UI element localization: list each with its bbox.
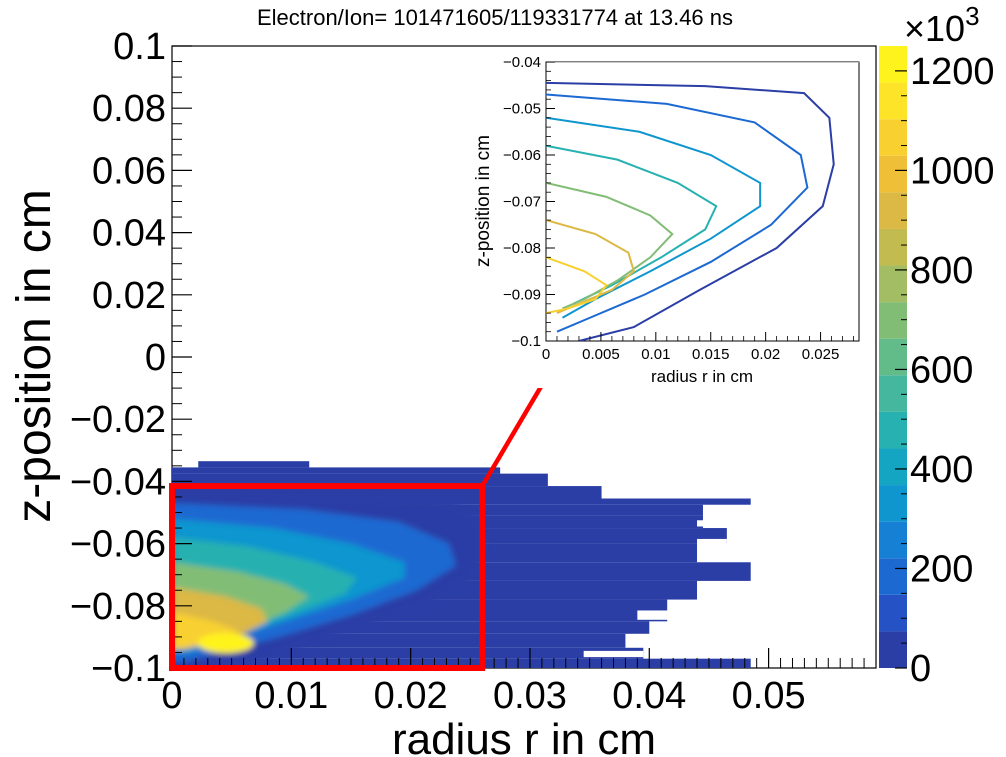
inset-x-axis-label: radius r in cm bbox=[651, 367, 753, 386]
x-tick-label: 0 bbox=[161, 675, 182, 717]
background-cell bbox=[172, 658, 751, 668]
colorbar-swatch bbox=[879, 265, 907, 303]
colorbar-swatch bbox=[879, 119, 907, 156]
inset-x-tick-label: 0 bbox=[542, 346, 550, 363]
colorbar-swatch bbox=[879, 594, 907, 632]
inset-y-tick-label: −0.09 bbox=[503, 287, 541, 304]
colorbar-swatch bbox=[879, 228, 907, 266]
y-tick-label: 0.02 bbox=[92, 275, 166, 317]
colorbar-multiplier-exp: 3 bbox=[965, 1, 979, 31]
x-axis-label: radius r in cm bbox=[392, 715, 656, 757]
chart-title: Electron/Ion= 101471605/119331774 at 13.… bbox=[257, 5, 733, 30]
colorbar-swatch bbox=[879, 631, 907, 668]
background-cell bbox=[172, 498, 751, 505]
colorbar-tick-label: 600 bbox=[910, 349, 973, 391]
y-tick-label: −0.04 bbox=[70, 461, 166, 503]
inset-contours bbox=[546, 62, 859, 341]
y-tick-label: 0 bbox=[145, 337, 166, 379]
density-contours bbox=[172, 495, 485, 668]
inset-contour-line bbox=[546, 181, 674, 310]
density-hotspot bbox=[197, 633, 254, 654]
colorbar-tick-label: 400 bbox=[910, 449, 973, 491]
inset-x-tick-label: 0.02 bbox=[751, 346, 780, 363]
y-axis-label: z-position in cm bbox=[8, 189, 61, 522]
background-gap bbox=[697, 538, 727, 546]
colorbar-multiplier: ×103 bbox=[904, 1, 980, 49]
y-tick-label: 0.04 bbox=[92, 213, 166, 255]
y-tick-label: −0.1 bbox=[91, 648, 166, 690]
inset-y-tick-label: −0.08 bbox=[503, 240, 541, 257]
background-gap bbox=[697, 520, 727, 527]
y-tick-label: −0.08 bbox=[70, 586, 166, 628]
colorbar-swatch bbox=[879, 302, 907, 339]
colorbar-swatch bbox=[879, 375, 907, 412]
inset-x-tick-label: 0.015 bbox=[692, 346, 730, 363]
inset-y-tick-label: −0.05 bbox=[503, 101, 541, 118]
x-tick-label: 0.03 bbox=[493, 675, 567, 717]
inset-contour-line bbox=[546, 93, 809, 333]
background-cell bbox=[172, 467, 501, 474]
inset-y-tick-label: −0.07 bbox=[503, 194, 541, 211]
colorbar-swatch bbox=[879, 521, 907, 559]
colorbar-tick-label: 1000 bbox=[910, 150, 995, 192]
colorbar-swatch bbox=[879, 485, 907, 522]
inset-contour-line bbox=[546, 81, 835, 341]
inset-x-tick-label: 0.01 bbox=[641, 346, 670, 363]
colorbar-tick-label: 1200 bbox=[910, 51, 995, 93]
zoom-highlight-box bbox=[169, 483, 486, 671]
colorbar-tick-label: 0 bbox=[910, 648, 931, 690]
inset-y-tick-label: −0.06 bbox=[503, 147, 541, 164]
colorbar-tick-label: 800 bbox=[910, 250, 973, 292]
colorbar-swatch bbox=[879, 192, 907, 229]
inset-y-tick-label: −0.1 bbox=[511, 333, 541, 350]
colorbar-tick-label: 200 bbox=[910, 548, 973, 590]
background-cell bbox=[172, 647, 644, 659]
y-tick-label: 0.1 bbox=[113, 26, 166, 68]
x-tick-label: 0.02 bbox=[374, 675, 448, 717]
x-tick-label: 0.01 bbox=[254, 675, 328, 717]
background-gap bbox=[637, 610, 703, 620]
y-tick-label: −0.06 bbox=[70, 524, 166, 566]
main-axes: 0 0.01 0.02 0.03 0.04 0.05 −0.1 −0.08 −0.06 −0.04… bbox=[70, 26, 877, 717]
background-cell bbox=[172, 486, 602, 499]
background-cell bbox=[172, 473, 548, 487]
colorbar-swatch bbox=[879, 155, 907, 193]
colorbar: 0 200 400 600 800 1000 1200 bbox=[879, 46, 995, 690]
inset-y-tick-label: −0.04 bbox=[503, 54, 541, 71]
colorbar-swatch bbox=[879, 448, 907, 486]
inset-contour-line bbox=[546, 256, 608, 315]
colorbar-multiplier-base: ×10 bbox=[904, 8, 965, 49]
inset-x-tick-label: 0.025 bbox=[802, 346, 840, 363]
y-tick-label: 0.08 bbox=[92, 88, 166, 130]
inset-x-tick-label: 0.005 bbox=[582, 346, 620, 363]
y-tick-label: 0.06 bbox=[92, 150, 166, 192]
y-tick-label: −0.02 bbox=[70, 399, 166, 441]
colorbar-swatch bbox=[879, 411, 907, 449]
inset-axes: 0 0.005 0.01 0.015 0.02 0.025 −0.1 −0.09 −0.08 −0… bbox=[503, 54, 854, 363]
colorbar-swatch bbox=[879, 82, 907, 120]
x-tick-label: 0.04 bbox=[612, 675, 686, 717]
colorbar-swatch bbox=[879, 558, 907, 595]
inset-y-axis-label: z-position in cm bbox=[473, 135, 494, 267]
colorbar-swatch bbox=[879, 46, 907, 83]
background-gap bbox=[583, 650, 644, 658]
inset-contour-line bbox=[546, 144, 718, 305]
background-cell bbox=[198, 461, 310, 468]
x-tick-label: 0.05 bbox=[732, 675, 806, 717]
inset-contour-line bbox=[546, 116, 762, 319]
